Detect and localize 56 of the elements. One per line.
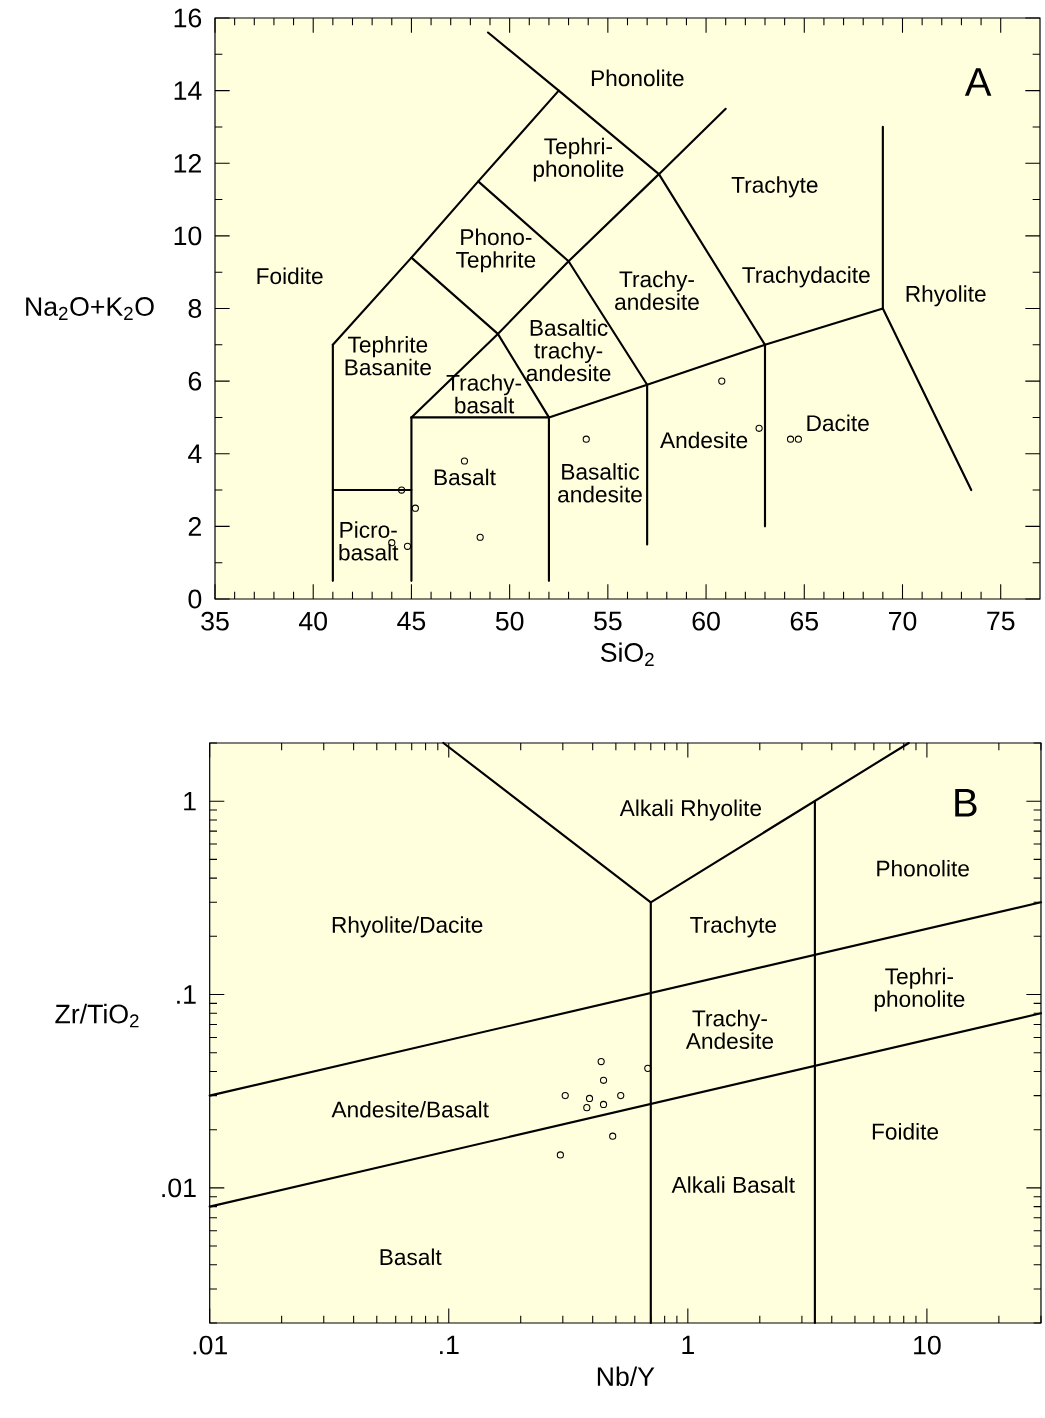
annotation: Trachy-Andesite [685, 1009, 774, 1050]
annotation: Andesite [660, 431, 748, 449]
annotation: Basaltic andesite [558, 463, 642, 503]
y-tick-label: 6 [188, 371, 202, 391]
y-axis-title: Na$_{2}$O+K$_{2}$O [26, 297, 154, 320]
annotation: Alkali Basalt [671, 1176, 795, 1193]
y-tick-label: 10 [174, 226, 202, 246]
annotation: Alkali Rhyolite [619, 799, 762, 821]
y-axis-title: Zr/TiO$_{2}$ [55, 1003, 139, 1028]
x-tick-label: 45 [397, 611, 426, 631]
annotation: Basalt [434, 468, 496, 486]
x-tick-label: .1 [440, 1335, 459, 1355]
annotation: Phonolite [877, 859, 969, 877]
annotation: Andesite/Basalt [331, 1100, 489, 1118]
annotation: Tephrite Basanite [345, 336, 431, 376]
y-tick-label: .1 [177, 985, 196, 1004]
annotation: Phonolite [591, 69, 684, 87]
annotation: Phono-Tephrite [456, 228, 536, 273]
y-tick-label: 2 [188, 517, 201, 536]
annotation: Foidite [872, 1123, 939, 1140]
annotation: Tephri-phonolite [533, 137, 624, 182]
x-tick-label: 35 [201, 611, 229, 631]
annotation: Trachy-basalt [446, 374, 522, 414]
annotation: Trachyte [731, 176, 818, 198]
x-axis-title: Nb/Y [597, 1366, 655, 1386]
y-tick-label: 8 [188, 299, 202, 318]
x-axis-title: SiO$_{2}$ [600, 642, 654, 666]
x-tick-label: 10 [914, 1335, 941, 1355]
x-tick-label: 40 [298, 611, 327, 631]
y-tick-label: 12 [174, 153, 201, 173]
annotation: Picro-basalt [339, 521, 399, 561]
y-tick-label: 14 [174, 81, 202, 100]
annotation: Tephri-phonolite [874, 967, 965, 1012]
annotation: Basalt [380, 1248, 442, 1266]
x-tick-label: 65 [790, 611, 818, 631]
x-tick-label: 50 [495, 611, 524, 631]
annotation: Foidite [257, 267, 323, 285]
annotation: Rhyolite [906, 285, 986, 307]
x-tick-label: 70 [889, 611, 917, 631]
annotation: Trachydacite [742, 266, 870, 288]
annotation: Trachy-andesite [615, 270, 699, 310]
x-tick-label: 60 [692, 611, 720, 631]
annotation: A [964, 68, 992, 96]
annotation: Basaltic trachy-andesite [526, 319, 611, 382]
annotation: Rhyolite/Dacite [332, 916, 483, 938]
annotation: B [955, 788, 977, 817]
y-tick-label: 4 [188, 444, 202, 463]
annotation: Dacite [807, 414, 869, 432]
x-tick-label: 55 [594, 611, 622, 631]
y-tick-label: 16 [174, 8, 202, 28]
y-tick-label: .01 [162, 1178, 196, 1198]
y-tick-label: 1 [184, 792, 196, 811]
y-tick-label: 0 [188, 589, 202, 609]
x-tick-label: 75 [987, 611, 1015, 631]
x-tick-label: 1 [682, 1335, 694, 1355]
annotation: Trachyte [690, 916, 776, 938]
